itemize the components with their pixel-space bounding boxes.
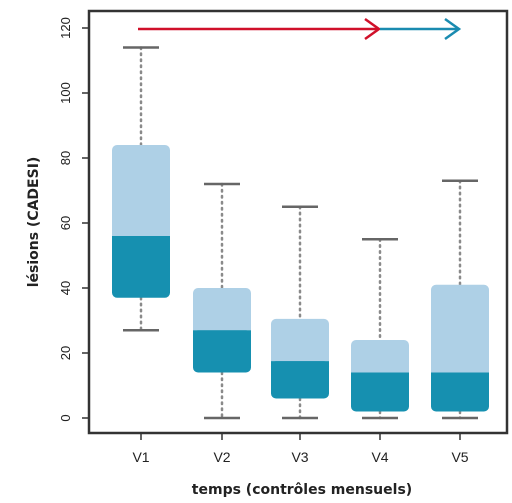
box-lower-half (431, 372, 489, 412)
box-lower-joint (193, 330, 251, 337)
y-tick-label: 20 (58, 346, 73, 360)
box-upper-half (351, 340, 409, 373)
x-tick-label: V1 (132, 449, 149, 465)
box-upper-half (431, 284, 489, 373)
box-upper-joint (431, 366, 489, 373)
box-upper-half (271, 318, 329, 362)
y-tick-label: 100 (58, 82, 73, 104)
plot-frame (87, 9, 509, 435)
box-lower-joint (112, 236, 170, 242)
arrow-head (444, 17, 462, 41)
box-lower-half (193, 330, 251, 373)
box-upper-joint (271, 355, 329, 362)
box-upper-joint (351, 366, 409, 373)
y-axis-ticks: 0 20 40 60 80 100 120 (58, 17, 89, 422)
x-tick-label: V5 (451, 449, 468, 465)
box-upper-half (112, 145, 170, 236)
y-axis-label: lésions (CADESI) (26, 157, 42, 288)
box-lower-joint (351, 372, 409, 379)
box-lower-half (351, 372, 409, 412)
box-V3 (271, 205, 329, 420)
x-tick-label: V4 (371, 449, 388, 465)
arrow-V1-V4 (138, 17, 382, 41)
y-tick-label: 60 (58, 216, 73, 230)
trend-arrows (138, 17, 462, 41)
x-axis-label: temps (contrôles mensuels) (192, 482, 412, 498)
box-lower-half (112, 236, 170, 298)
y-tick-label: 40 (58, 281, 73, 295)
x-tick-label: V2 (213, 449, 230, 465)
y-tick-label: 80 (58, 151, 73, 165)
box-upper-joint (193, 324, 251, 331)
box-lower-joint (271, 361, 329, 368)
arrow-head (364, 17, 382, 41)
box-V5 (431, 179, 489, 420)
y-tick-label: 0 (58, 414, 73, 421)
box-V4 (351, 238, 409, 420)
box-series (112, 46, 489, 420)
x-axis-ticks: V1 V2 V3 V4 V5 (132, 433, 469, 465)
arrow-V4-V5 (380, 17, 462, 41)
x-tick-label: V3 (291, 449, 308, 465)
box-V1 (112, 46, 170, 332)
y-tick-label: 120 (58, 17, 73, 39)
box-V2 (193, 182, 251, 420)
box-lower-joint (431, 372, 489, 379)
box-lower-half (271, 361, 329, 399)
box-upper-joint (112, 230, 170, 236)
box-upper-half (193, 288, 251, 331)
